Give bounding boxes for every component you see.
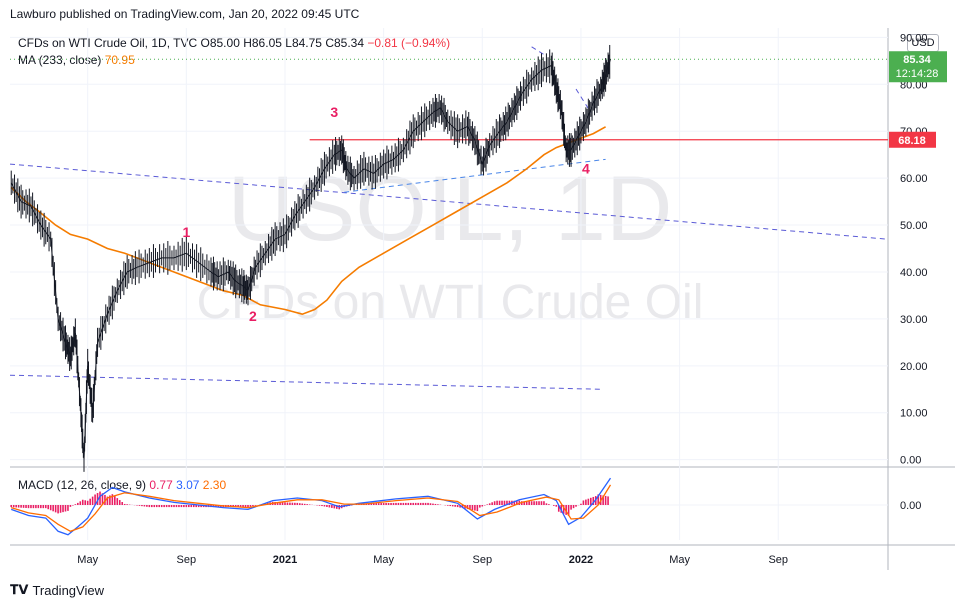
wave-label: 4 (582, 160, 590, 176)
watermark-symbol: USOIL, 1D (228, 158, 673, 260)
macd-legend[interactable]: MACD (12, 26, close, 9) 0.77 3.07 2.30 (18, 478, 226, 492)
y-tick-label: 70.00 (900, 126, 928, 138)
y-tick-label: 30.00 (900, 314, 928, 326)
y-tick-label: 40.00 (900, 267, 928, 279)
last-price-label: 85.34 (903, 54, 931, 66)
footer-brand: TradingView (32, 582, 104, 598)
macd-signal-value: 2.30 (202, 478, 227, 492)
x-tick-label: Sep (473, 554, 493, 566)
symbol-legend[interactable]: CFDs on WTI Crude Oil, 1D, TVC O85.00 H8… (18, 36, 450, 50)
x-tick-label: May (669, 554, 690, 566)
watermark-description: CFDs on WTI Crude Oil (197, 276, 704, 329)
symbol-name: CFDs on WTI Crude Oil, 1D, TVC (18, 36, 198, 50)
tradingview-logo-icon: 𝐓𝗩 (10, 582, 29, 597)
ma-value: 70.95 (104, 53, 135, 67)
tradingview-footer[interactable]: 𝐓𝗩 TradingView (10, 582, 104, 598)
ma-legend[interactable]: MA (233, close) 70.95 (18, 53, 135, 67)
price-line (10, 59, 611, 460)
x-tick-label: Sep (768, 554, 788, 566)
macd-label: MACD (12, 26, close, 9) (18, 478, 147, 492)
x-tick-label: May (77, 554, 98, 566)
last-price-tag (889, 51, 947, 83)
trend-line (575, 88, 592, 113)
countdown-label: 12:14:28 (896, 68, 939, 80)
open-value: O85.00 (200, 36, 240, 50)
macd-y-tick-label: 0.00 (900, 500, 921, 512)
trend-line (9, 163, 887, 240)
macd-hist-value: 0.77 (149, 478, 173, 492)
macd-line-value: 3.07 (176, 478, 200, 492)
ma-line (10, 126, 606, 316)
hline-price-tag (889, 131, 936, 148)
x-tick-label: May (373, 554, 394, 566)
y-tick-label: 20.00 (900, 361, 928, 373)
trend-line (344, 158, 606, 193)
hline-price-label: 68.18 (898, 135, 926, 147)
change-value: −0.81 (−0.94%) (367, 36, 451, 50)
trend-line (531, 46, 547, 57)
x-tick-label: 2021 (273, 554, 297, 566)
wave-label: 2 (249, 308, 257, 324)
ma-label: MA (233, close) (18, 53, 102, 67)
close-value: C85.34 (325, 36, 365, 50)
wave-label: 3 (330, 104, 338, 120)
y-tick-label: 60.00 (900, 173, 928, 185)
y-tick-label: 10.00 (900, 408, 928, 420)
low-value: L84.75 (285, 36, 322, 50)
y-tick-label: 0.00 (900, 455, 921, 467)
x-tick-label: 2022 (569, 554, 593, 566)
published-header: Lawburo published on TradingView.com, Ja… (10, 7, 360, 21)
y-tick-label: 50.00 (900, 220, 928, 232)
wave-label: 1 (182, 224, 190, 240)
x-tick-label: Sep (177, 554, 197, 566)
currency-button[interactable]: USD (907, 34, 939, 52)
high-value: H86.05 (243, 36, 282, 50)
trend-line (9, 374, 601, 390)
y-tick-label: 80.00 (900, 79, 928, 91)
